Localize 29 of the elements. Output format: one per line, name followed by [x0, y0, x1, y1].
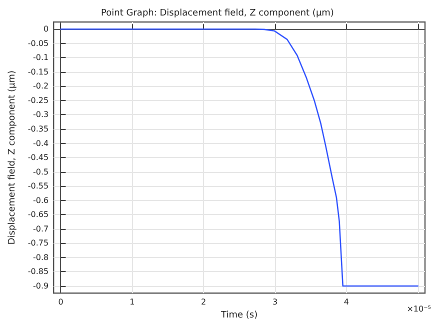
x-axis-title: Time (s) [220, 310, 258, 320]
text: ×10⁻⁵ [406, 304, 431, 314]
y-tick-label: -0.85 [28, 267, 49, 276]
y-tick-label: -0.75 [28, 238, 49, 248]
y-tick-label: -0.7 [32, 224, 49, 234]
line-series [60, 28, 419, 287]
y-tick-label: -0.65 [28, 210, 49, 220]
y-tick-label: -0.35 [28, 124, 49, 134]
y-tick-label: 0 [44, 24, 49, 34]
y-tick-label: -0.5 [32, 167, 49, 176]
y-tick-label: -0.25 [28, 96, 49, 105]
y-tick-label: -0.55 [28, 182, 49, 191]
x-tick-label: 3 [272, 298, 278, 307]
x-tick-label: 0 [58, 298, 64, 307]
y-tick-label: -0.3 [32, 110, 49, 120]
y-tick-label: -0.4 [32, 138, 49, 148]
y-tick-label: -0.6 [32, 196, 49, 205]
y-tick-label: -0.45 [28, 153, 49, 162]
y-tick-label: -0.2 [32, 82, 49, 91]
y-tick-label: -0.15 [28, 67, 49, 76]
x-tick-label: 1 [130, 298, 135, 307]
y-tick-label: -0.05 [28, 38, 49, 48]
y-tick-label: -0.8 [32, 252, 49, 262]
y-tick-label: -0.9 [32, 281, 49, 290]
y-axis-title: Displacement field, Z component (μm) [8, 70, 18, 245]
x-tick-label: 4 [344, 298, 349, 307]
y-tick-label: -0.1 [32, 53, 49, 62]
x-tick-label: 2 [201, 298, 206, 307]
chart-title: Point Graph: Displacement field, Z component (μm) [101, 8, 334, 18]
